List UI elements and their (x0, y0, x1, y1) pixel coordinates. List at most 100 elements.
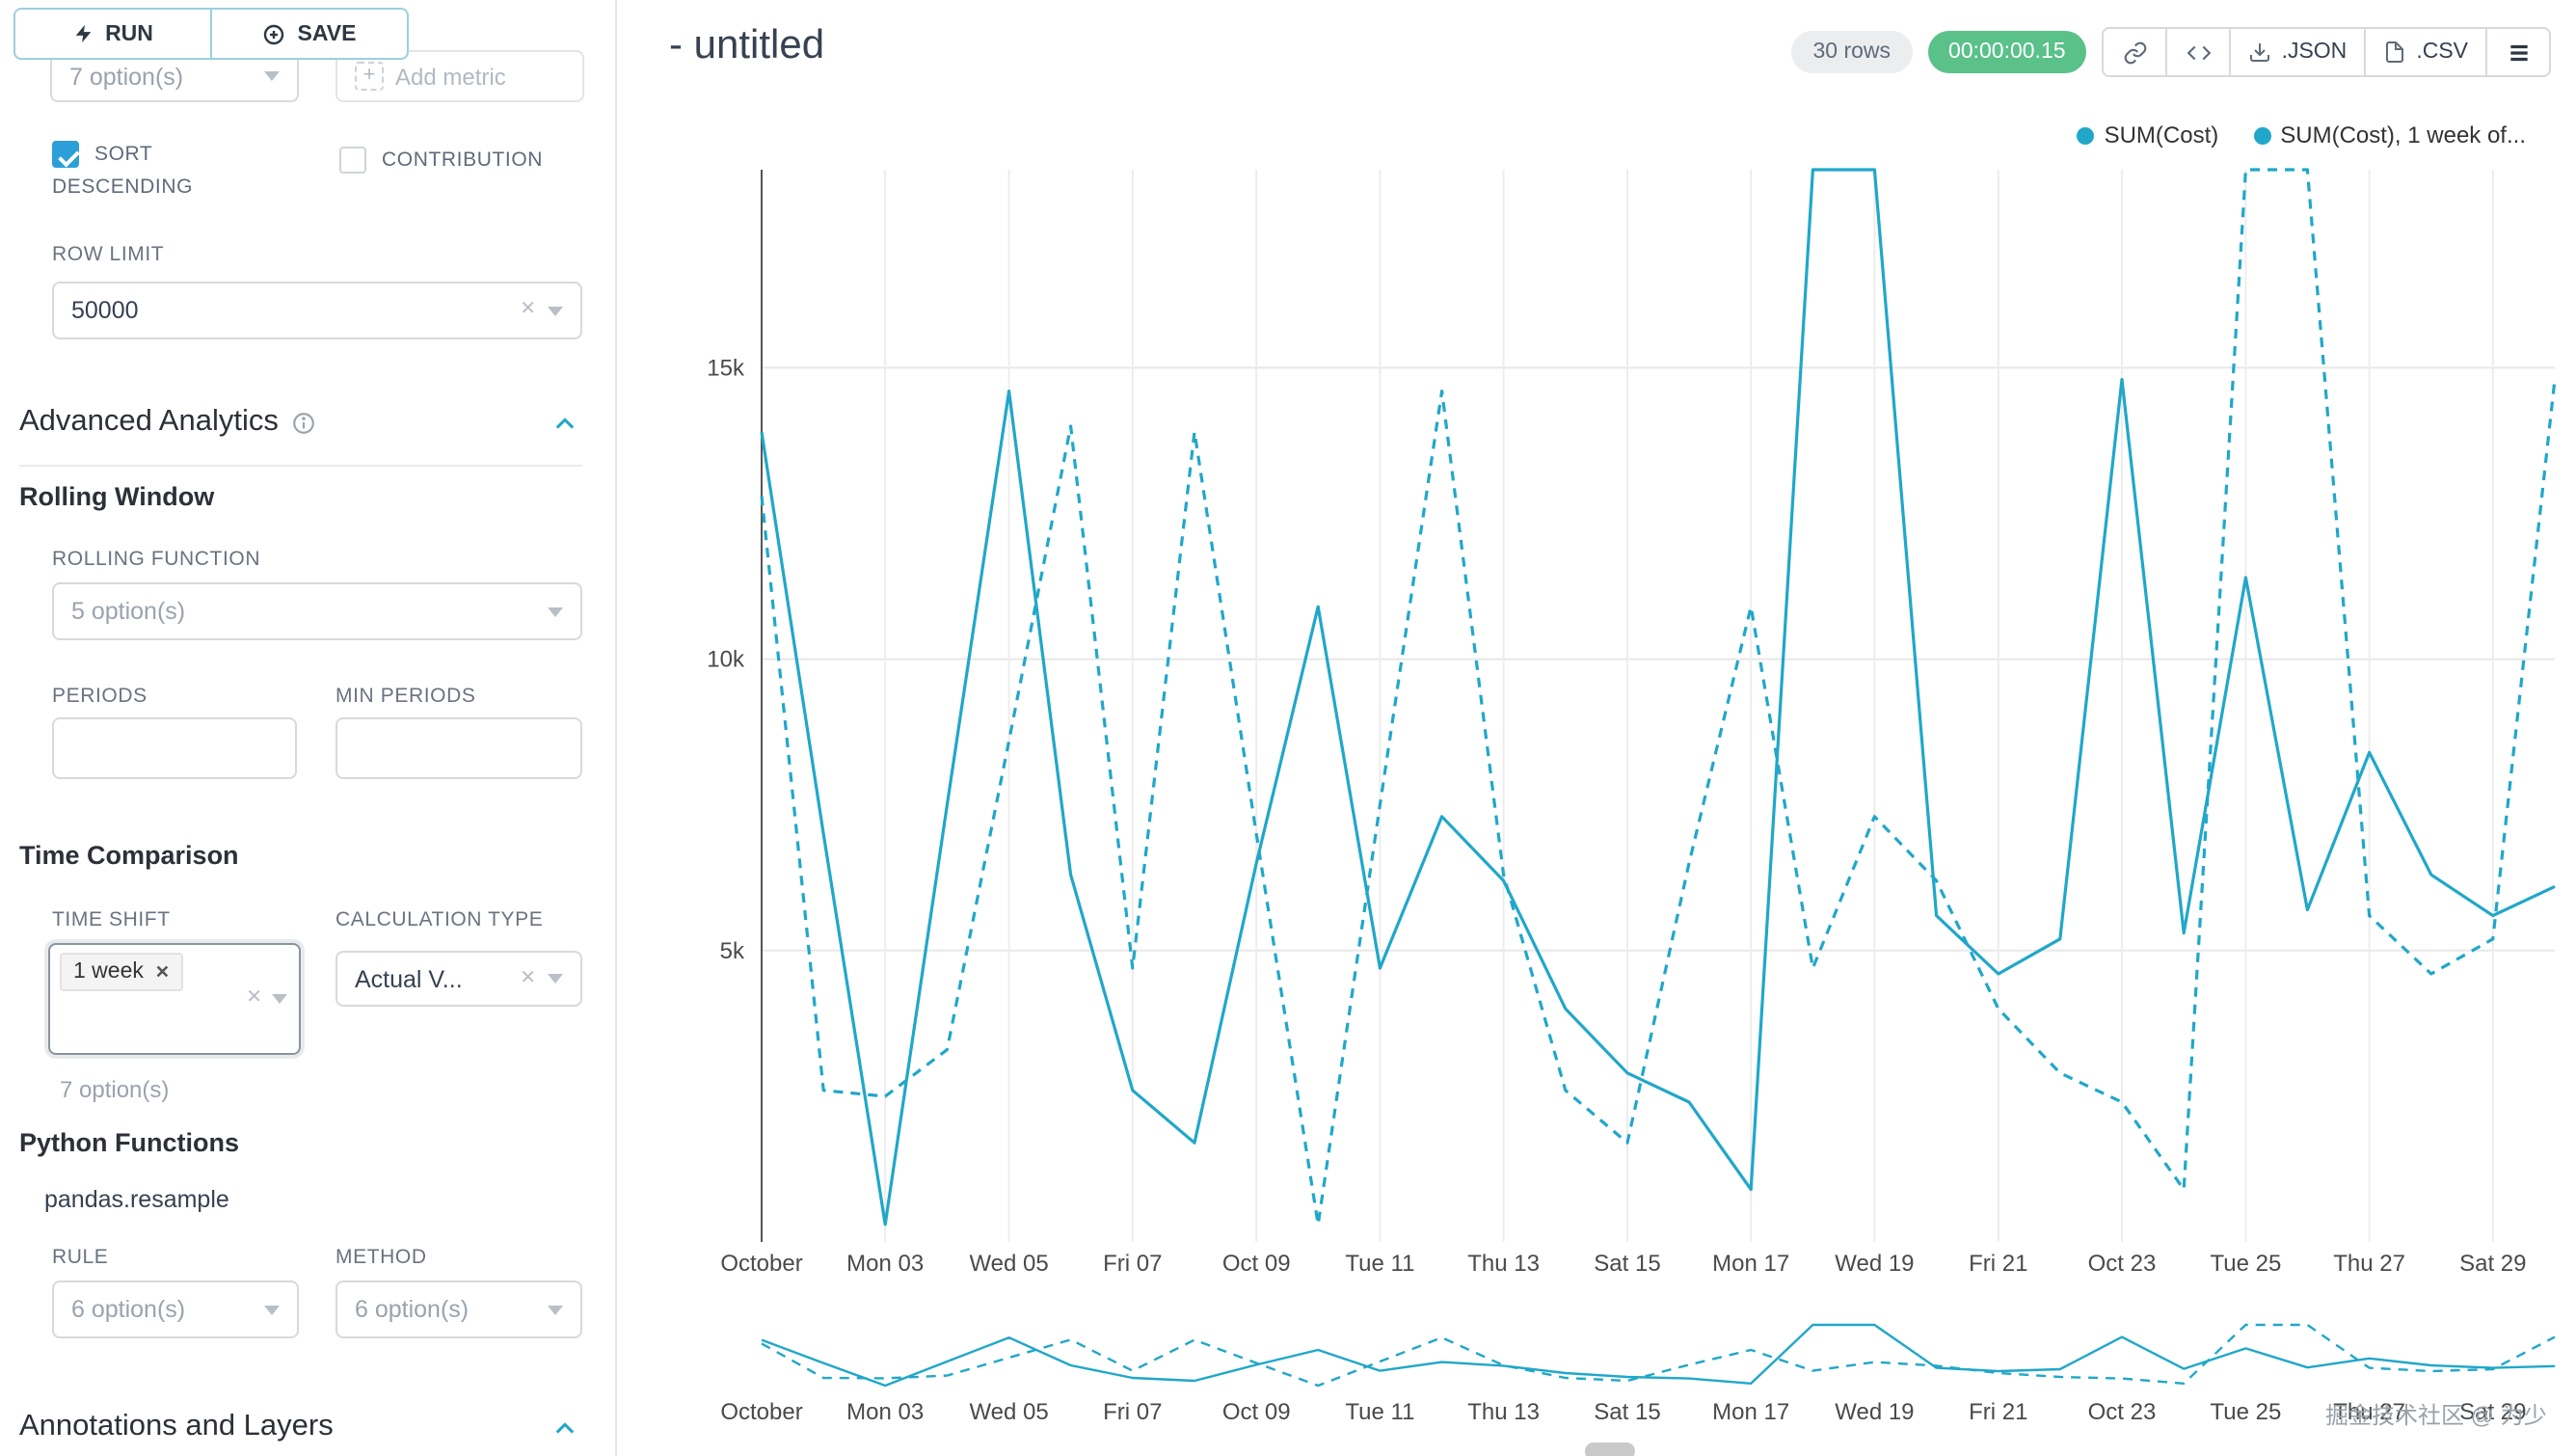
line-chart[interactable]: 5k 10k 15k October Mon 03 Wed 05 Fri 07 Oct 09 T… (617, 150, 2576, 1296)
link-icon (2124, 40, 2146, 64)
results-toolbar: 30 rows 00:00:00.15 .JSON .CSV (1791, 27, 2551, 77)
svg-text:Mon 03: Mon 03 (846, 1399, 924, 1425)
chart-panel: - untitled 30 rows 00:00:00.15 .JSON .CS… (617, 0, 2576, 1456)
export-button-group: .JSON .CSV (2102, 27, 2551, 77)
run-save-button-group: RUN SAVE (13, 8, 409, 60)
row-limit-value: 50000 (71, 297, 139, 324)
min-periods-input[interactable] (335, 717, 582, 779)
contribution-label: CONTRIBUTION (382, 148, 544, 172)
row-limit-select[interactable]: 50000 ✕ (52, 282, 582, 339)
time-shift-label: TIME SHIFT (52, 908, 171, 931)
chevron-down-icon (264, 1305, 280, 1314)
svg-text:Wed 19: Wed 19 (1835, 1399, 1914, 1425)
calculation-type-select[interactable]: Actual V... ✕ (335, 951, 582, 1007)
menu-button[interactable] (2485, 27, 2551, 77)
svg-text:Oct 09: Oct 09 (1222, 1251, 1291, 1277)
chart-title[interactable]: - untitled (669, 23, 825, 67)
info-icon[interactable] (292, 410, 317, 435)
clear-icon[interactable]: ✕ (520, 967, 536, 988)
calculation-type-value: Actual V... (355, 965, 463, 992)
svg-text:Mon 17: Mon 17 (1712, 1251, 1789, 1277)
min-periods-label: MIN PERIODS (335, 685, 476, 708)
scrollbar-handle[interactable] (1585, 1443, 1635, 1456)
run-button[interactable]: RUN (13, 8, 212, 60)
row-limit-label: ROW LIMIT (52, 243, 165, 266)
time-comparison-title: Time Comparison (19, 841, 239, 870)
mini-preview-chart[interactable]: October Mon 03 Wed 05 Fri 07 Oct 09 Tue 11 Thu… (617, 1311, 2576, 1456)
pandas-resample-label: pandas.resample (44, 1186, 229, 1213)
advanced-analytics-header[interactable]: Advanced Analytics (19, 405, 317, 440)
svg-text:Sat 29: Sat 29 (2459, 1399, 2526, 1425)
sort-descending-checkbox[interactable] (52, 141, 79, 168)
svg-text:Thu 27: Thu 27 (2333, 1251, 2405, 1277)
contribution-checkbox[interactable] (339, 147, 366, 174)
svg-text:October: October (720, 1399, 802, 1425)
method-value: 6 option(s) (355, 1296, 470, 1323)
run-button-label: RUN (105, 22, 153, 45)
export-csv-label: .CSV (2416, 40, 2468, 64)
svg-text:Tue 11: Tue 11 (1345, 1399, 1414, 1425)
legend-dot (2253, 126, 2271, 144)
chevron-down-icon (548, 607, 563, 616)
rolling-function-select[interactable]: 5 option(s) (52, 582, 582, 640)
time-shift-select[interactable]: 1 week ✕ ✕ (48, 943, 301, 1055)
svg-text:Thu 27: Thu 27 (2333, 1399, 2405, 1425)
query-timer-badge: 00:00:00.15 (1927, 31, 2087, 73)
code-icon (2187, 44, 2211, 60)
lightning-icon (74, 24, 91, 43)
calculation-type-label: CALCULATION TYPE (335, 908, 544, 931)
time-shift-options-hint: 7 option(s) (60, 1076, 170, 1103)
svg-text:Wed 19: Wed 19 (1835, 1251, 1914, 1277)
time-shift-tag: 1 week ✕ (60, 953, 183, 991)
svg-text:Oct 23: Oct 23 (2088, 1399, 2157, 1425)
plus-circle-icon (264, 23, 284, 44)
export-csv-button[interactable]: .CSV (2364, 27, 2487, 77)
save-button-label: SAVE (297, 22, 357, 45)
svg-text:15k: 15k (707, 355, 745, 381)
control-panel: RUN SAVE 7 option(s) + Add metric SORT D… (0, 0, 617, 1456)
svg-text:5k: 5k (720, 938, 745, 964)
time-shift-tag-label: 1 week (73, 960, 144, 984)
annotations-layers-header[interactable]: Annotations and Layers (19, 1410, 334, 1444)
clear-icon[interactable]: ✕ (520, 299, 536, 320)
embed-code-button[interactable] (2165, 27, 2232, 77)
method-label: METHOD (335, 1246, 427, 1269)
svg-text:Sat 15: Sat 15 (1594, 1251, 1660, 1277)
chevron-up-icon[interactable] (551, 1416, 578, 1443)
legend-item-sum-cost[interactable]: SUM(Cost) (2077, 121, 2218, 148)
svg-text:Tue 11: Tue 11 (1345, 1251, 1414, 1277)
svg-text:Fri 21: Fri 21 (1969, 1399, 2027, 1425)
svg-text:Wed 05: Wed 05 (969, 1251, 1048, 1277)
svg-text:Oct 09: Oct 09 (1222, 1399, 1291, 1425)
hamburger-menu-icon (2509, 43, 2527, 61)
svg-text:Sat 29: Sat 29 (2459, 1251, 2526, 1277)
file-icon (2386, 41, 2404, 63)
svg-text:Fri 21: Fri 21 (1969, 1251, 2027, 1277)
rolling-window-title: Rolling Window (19, 482, 215, 511)
export-json-button[interactable]: .JSON (2229, 27, 2367, 77)
periods-input[interactable] (52, 717, 297, 779)
save-button[interactable]: SAVE (210, 8, 409, 60)
copy-link-button[interactable] (2102, 27, 2168, 77)
python-functions-title: Python Functions (19, 1128, 239, 1157)
rule-label: RULE (52, 1246, 109, 1269)
rolling-function-value: 5 option(s) (71, 598, 186, 625)
svg-text:Thu 13: Thu 13 (1467, 1251, 1540, 1277)
rule-select[interactable]: 6 option(s) (52, 1281, 299, 1338)
advanced-analytics-title: Advanced Analytics (19, 405, 279, 438)
chevron-down-icon (548, 306, 563, 315)
clear-icon[interactable]: ✕ (246, 987, 262, 1009)
metrics-select-value: 7 option(s) (69, 63, 184, 90)
svg-text:10k: 10k (707, 647, 745, 673)
rolling-function-label: ROLLING FUNCTION (52, 548, 261, 571)
divider (19, 465, 582, 467)
legend-label: SUM(Cost), 1 week of... (2280, 121, 2526, 148)
legend-item-sum-cost-offset[interactable]: SUM(Cost), 1 week of... (2253, 121, 2526, 148)
method-select[interactable]: 6 option(s) (335, 1281, 582, 1338)
svg-text:Tue 25: Tue 25 (2210, 1251, 2281, 1277)
chevron-up-icon[interactable] (551, 411, 578, 438)
tag-remove-icon[interactable]: ✕ (154, 962, 170, 982)
svg-text:Mon 17: Mon 17 (1712, 1399, 1789, 1425)
sort-descending-label: SORT DESCENDING (52, 143, 194, 199)
